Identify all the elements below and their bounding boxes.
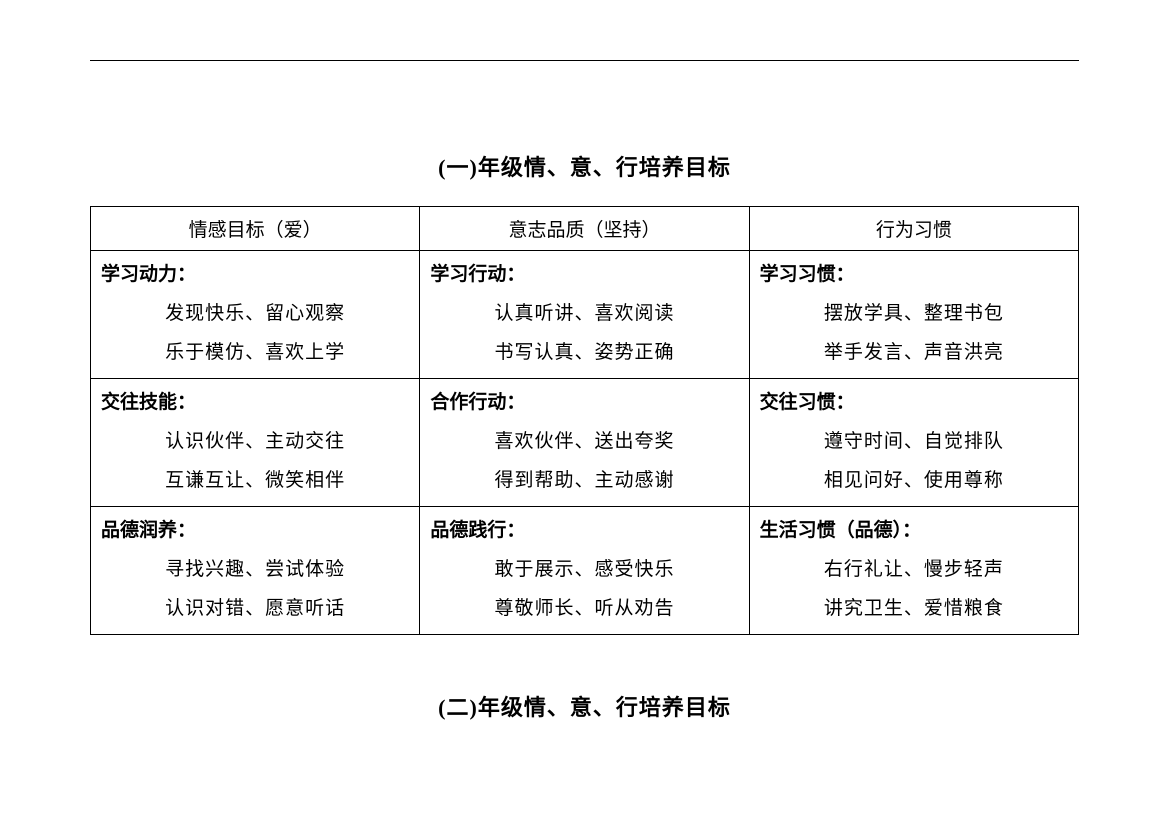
- section-title-1: (一)年级情、意、行培养目标: [90, 150, 1079, 182]
- cell-content: 学习动力： 发现快乐、留心观察 乐于模仿、喜欢上学: [91, 251, 419, 378]
- table-cell: 合作行动： 喜欢伙伴、送出夸奖 得到帮助、主动感谢: [420, 379, 749, 507]
- table-row: 学习动力： 发现快乐、留心观察 乐于模仿、喜欢上学 学习行动： 认真听讲、喜欢阅…: [91, 251, 1079, 379]
- col-header-behavior: 行为习惯: [749, 207, 1078, 251]
- table-cell: 学习动力： 发现快乐、留心观察 乐于模仿、喜欢上学: [91, 251, 420, 379]
- cell-header: 交往技能：: [101, 387, 409, 414]
- cell-line: 相见问好、使用尊称: [760, 465, 1068, 492]
- table-cell: 品德润养： 寻找兴趣、尝试体验 认识对错、愿意听话: [91, 507, 420, 635]
- cell-content: 合作行动： 喜欢伙伴、送出夸奖 得到帮助、主动感谢: [420, 379, 748, 506]
- cell-content: 生活习惯（品德）： 右行礼让、慢步轻声 讲究卫生、爱惜粮食: [750, 507, 1078, 634]
- cell-line: 得到帮助、主动感谢: [430, 465, 738, 492]
- cell-line: 喜欢伙伴、送出夸奖: [430, 426, 738, 453]
- cell-header: 合作行动：: [430, 387, 738, 414]
- table-cell: 品德践行： 敢于展示、感受快乐 尊敬师长、听从劝告: [420, 507, 749, 635]
- table-body: 学习动力： 发现快乐、留心观察 乐于模仿、喜欢上学 学习行动： 认真听讲、喜欢阅…: [91, 251, 1079, 635]
- cell-header: 品德践行：: [430, 515, 738, 542]
- cell-content: 交往习惯： 遵守时间、自觉排队 相见问好、使用尊称: [750, 379, 1078, 506]
- cell-line: 讲究卫生、爱惜粮食: [760, 593, 1068, 620]
- cell-line: 书写认真、姿势正确: [430, 337, 738, 364]
- cell-content: 品德践行： 敢于展示、感受快乐 尊敬师长、听从劝告: [420, 507, 748, 634]
- table-cell: 学习习惯： 摆放学具、整理书包 举手发言、声音洪亮: [749, 251, 1078, 379]
- cell-content: 学习行动： 认真听讲、喜欢阅读 书写认真、姿势正确: [420, 251, 748, 378]
- page-header-line: [90, 60, 1079, 61]
- goals-table-1: 情感目标（爱） 意志品质（坚持） 行为习惯 学习动力： 发现快乐、留心观察 乐于…: [90, 206, 1079, 635]
- cell-line: 认识对错、愿意听话: [101, 593, 409, 620]
- cell-content: 品德润养： 寻找兴趣、尝试体验 认识对错、愿意听话: [91, 507, 419, 634]
- cell-header: 学习习惯：: [760, 259, 1068, 286]
- cell-line: 敢于展示、感受快乐: [430, 554, 738, 581]
- table-row: 交往技能： 认识伙伴、主动交往 互谦互让、微笑相伴 合作行动： 喜欢伙伴、送出夸…: [91, 379, 1079, 507]
- table-cell: 交往习惯： 遵守时间、自觉排队 相见问好、使用尊称: [749, 379, 1078, 507]
- cell-line: 乐于模仿、喜欢上学: [101, 337, 409, 364]
- page-content: (一)年级情、意、行培养目标 情感目标（爱） 意志品质（坚持） 行为习惯 学习动…: [0, 0, 1169, 722]
- cell-line: 寻找兴趣、尝试体验: [101, 554, 409, 581]
- cell-header: 生活习惯（品德）：: [760, 515, 1068, 542]
- cell-line: 认识伙伴、主动交往: [101, 426, 409, 453]
- cell-line: 尊敬师长、听从劝告: [430, 593, 738, 620]
- cell-header: 交往习惯：: [760, 387, 1068, 414]
- table-cell: 生活习惯（品德）： 右行礼让、慢步轻声 讲究卫生、爱惜粮食: [749, 507, 1078, 635]
- cell-line: 举手发言、声音洪亮: [760, 337, 1068, 364]
- table-cell: 交往技能： 认识伙伴、主动交往 互谦互让、微笑相伴: [91, 379, 420, 507]
- cell-content: 学习习惯： 摆放学具、整理书包 举手发言、声音洪亮: [750, 251, 1078, 378]
- cell-line: 右行礼让、慢步轻声: [760, 554, 1068, 581]
- cell-line: 互谦互让、微笑相伴: [101, 465, 409, 492]
- cell-line: 认真听讲、喜欢阅读: [430, 298, 738, 325]
- table-row: 品德润养： 寻找兴趣、尝试体验 认识对错、愿意听话 品德践行： 敢于展示、感受快…: [91, 507, 1079, 635]
- col-header-emotion: 情感目标（爱）: [91, 207, 420, 251]
- section-title-2: (二)年级情、意、行培养目标: [90, 690, 1079, 722]
- table-cell: 学习行动： 认真听讲、喜欢阅读 书写认真、姿势正确: [420, 251, 749, 379]
- cell-header: 学习行动：: [430, 259, 738, 286]
- cell-line: 发现快乐、留心观察: [101, 298, 409, 325]
- cell-content: 交往技能： 认识伙伴、主动交往 互谦互让、微笑相伴: [91, 379, 419, 506]
- col-header-will: 意志品质（坚持）: [420, 207, 749, 251]
- cell-header: 学习动力：: [101, 259, 409, 286]
- table-header-row: 情感目标（爱） 意志品质（坚持） 行为习惯: [91, 207, 1079, 251]
- table-header: 情感目标（爱） 意志品质（坚持） 行为习惯: [91, 207, 1079, 251]
- cell-header: 品德润养：: [101, 515, 409, 542]
- cell-line: 遵守时间、自觉排队: [760, 426, 1068, 453]
- cell-line: 摆放学具、整理书包: [760, 298, 1068, 325]
